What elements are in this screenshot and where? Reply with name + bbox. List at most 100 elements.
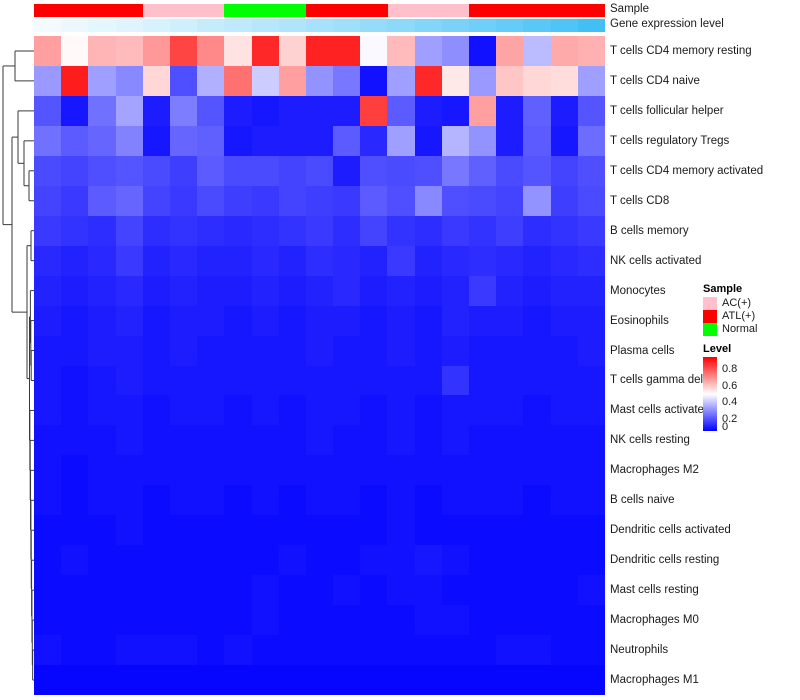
heatmap-cell: [251, 275, 279, 306]
heatmap-cell: [61, 515, 89, 546]
heatmap-cell: [360, 65, 388, 96]
row-label: B cells naive: [610, 494, 675, 507]
gene-expression-segment: [88, 19, 116, 32]
heatmap-cell: [523, 215, 551, 246]
heatmap-cell: [169, 125, 198, 156]
heatmap-cell: [142, 455, 170, 486]
heatmap-cell: [251, 65, 279, 96]
heatmap-row: [34, 65, 605, 96]
heatmap-row: [34, 545, 605, 576]
heatmap-cell: [251, 36, 279, 66]
heatmap-cell: [414, 65, 442, 96]
heatmap-cell: [523, 365, 551, 396]
heatmap-row: [34, 635, 605, 666]
heatmap-cell: [414, 485, 442, 516]
heatmap-cell: [305, 245, 334, 276]
heatmap-cell: [360, 335, 388, 366]
heatmap-cell: [360, 575, 388, 606]
level-tick-label: 0.8: [722, 363, 738, 376]
heatmap-cell: [441, 365, 470, 396]
heatmap-cell: [496, 215, 524, 246]
heatmap-cell: [142, 275, 170, 306]
heatmap-cell: [441, 215, 470, 246]
heatmap-cell: [523, 485, 551, 516]
heatmap-cell: [224, 215, 252, 246]
heatmap-cell: [333, 605, 361, 636]
heatmap-cell: [142, 215, 170, 246]
heatmap-cell: [34, 335, 62, 366]
heatmap-cell: [387, 425, 415, 456]
heatmap-cell: [169, 65, 198, 96]
heatmap-cell: [577, 545, 605, 576]
heatmap-cell: [496, 36, 524, 66]
heatmap-cell: [61, 36, 89, 66]
heatmap-cell: [305, 485, 334, 516]
heatmap-cell: [278, 245, 306, 276]
heatmap-cell: [169, 305, 198, 336]
heatmap-cell: [197, 455, 225, 486]
heatmap-cell: [34, 95, 62, 126]
heatmap-cell: [414, 605, 442, 636]
heatmap-cell: [115, 425, 143, 456]
heatmap-cell: [61, 605, 89, 636]
heatmap-cell: [469, 605, 497, 636]
sample-legend-title: Sample: [703, 283, 743, 295]
heatmap-cell: [224, 65, 252, 96]
heatmap-cell: [305, 515, 334, 546]
row-label: T cells CD4 naive: [610, 74, 700, 87]
heatmap-cell: [88, 275, 116, 306]
heatmap-cell: [360, 215, 388, 246]
heatmap-row: [34, 185, 605, 216]
heatmap-row: [34, 245, 605, 276]
heatmap-cell: [414, 305, 442, 336]
heatmap-cell: [115, 605, 143, 636]
gene-expression-segment: [496, 19, 524, 32]
heatmap-cell: [34, 605, 62, 636]
level-legend: Level 0.8 0.6 0.4 0.2 0: [703, 343, 798, 433]
heatmap-cell: [387, 545, 415, 576]
heatmap-cell: [305, 635, 334, 666]
heatmap-cell: [333, 185, 361, 216]
heatmap-cell: [305, 455, 334, 486]
sample-annotation-segment: [387, 4, 470, 17]
heatmap-cell: [441, 485, 470, 516]
heatmap-cell: [360, 635, 388, 666]
heatmap-cell: [305, 545, 334, 576]
heatmap-cell: [360, 365, 388, 396]
heatmap-cell: [577, 365, 605, 396]
row-label: Macrophages M1: [610, 674, 699, 687]
heatmap-cell: [169, 485, 198, 516]
heatmap-cell: [577, 95, 605, 126]
heatmap-cell: [577, 185, 605, 216]
heatmap-cell: [169, 665, 198, 695]
heatmap-cell: [441, 455, 470, 486]
sample-legend-swatch: [703, 297, 717, 310]
heatmap-cell: [169, 365, 198, 396]
heatmap-cell: [197, 395, 225, 426]
heatmap-cell: [61, 215, 89, 246]
heatmap-row: [34, 305, 605, 336]
heatmap-cell: [577, 605, 605, 636]
heatmap-cell: [305, 335, 334, 366]
heatmap-cell: [34, 65, 62, 96]
heatmap-cell: [34, 425, 62, 456]
heatmap-cell: [224, 665, 252, 695]
level-colorbar: [703, 357, 717, 431]
heatmap-cell: [387, 305, 415, 336]
heatmap-cell: [224, 425, 252, 456]
heatmap-cell: [115, 575, 143, 606]
heatmap-cell: [224, 95, 252, 126]
heatmap-cell: [34, 365, 62, 396]
heatmap-cell: [278, 425, 306, 456]
heatmap-cell: [523, 425, 551, 456]
heatmap-cell: [251, 545, 279, 576]
heatmap-cell: [197, 545, 225, 576]
heatmap-cell: [441, 665, 470, 695]
heatmap-cell: [333, 395, 361, 426]
heatmap-cell: [414, 185, 442, 216]
sample-legend-items: AC(+) ATL(+) Normal: [703, 297, 798, 336]
heatmap-row: [34, 275, 605, 306]
heatmap-cell: [550, 575, 578, 606]
heatmap-cell: [305, 365, 334, 396]
heatmap-cell: [414, 425, 442, 456]
